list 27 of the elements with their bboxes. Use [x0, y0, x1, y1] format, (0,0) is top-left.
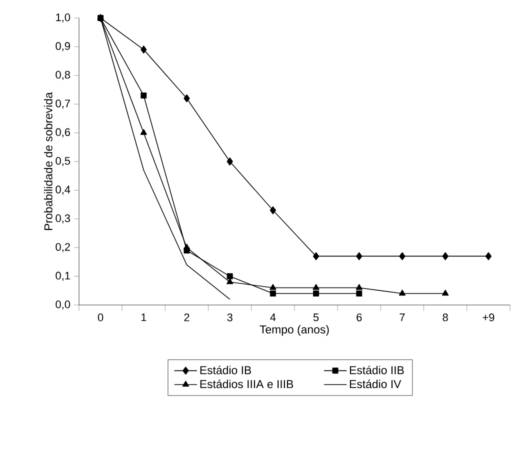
- x-tick-label: 7: [400, 314, 405, 322]
- y-tick-label: 0,9: [56, 42, 70, 52]
- y-tick-label: 0,7: [56, 100, 70, 109]
- y-tick-label: 0,8: [56, 70, 70, 80]
- legend-label: Estádio IIB: [350, 366, 404, 374]
- x-axis-title: Tempo (anos): [260, 325, 329, 336]
- y-tick-label: 0,1: [56, 272, 70, 281]
- x-tick-label: 0: [98, 314, 104, 322]
- y-axis-title: Probabilidade de sobrevida: [44, 92, 52, 230]
- y-tick-label: 0,3: [56, 214, 70, 224]
- x-tick-label: 4: [270, 314, 276, 322]
- legend-label: Estádios IIIA e IIIB: [200, 380, 294, 388]
- y-tick-label: 0,2: [56, 243, 70, 252]
- x-tick-label: 2: [184, 314, 190, 322]
- y-tick-label: 1,0: [56, 13, 70, 23]
- y-tick-label: 0,5: [56, 156, 70, 166]
- y-tick-label: 0,0: [56, 300, 70, 310]
- x-tick-label: 1: [141, 314, 146, 322]
- x-tick-label: 5: [313, 314, 319, 322]
- legend-label: Estádio IB: [200, 366, 252, 374]
- x-tick-label: 3: [227, 314, 232, 322]
- y-tick-label: 0,6: [56, 128, 70, 138]
- legend-label: Estádio IV: [350, 380, 402, 388]
- y-tick-label: 0,4: [56, 186, 70, 195]
- x-tick-label: 8: [442, 314, 448, 322]
- x-tick-label: +9: [482, 314, 494, 322]
- x-tick-label: 6: [356, 314, 362, 322]
